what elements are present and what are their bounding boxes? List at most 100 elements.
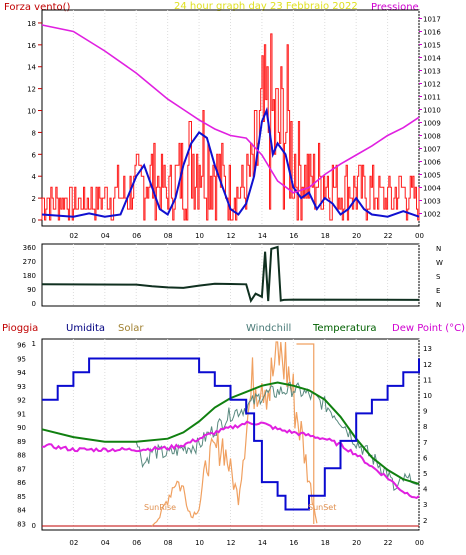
temp-x-tick-label: 00: [415, 539, 424, 547]
temperature-y-tick-label: 13: [423, 345, 432, 353]
sunrise-annotation: SunRise: [144, 503, 176, 512]
pressure-y-tick-label: 1007: [423, 146, 441, 154]
wind-x-tick-label: 10: [195, 232, 204, 240]
direction-compass-label: S: [436, 273, 441, 281]
humidity-y-tick-label: 91: [17, 410, 26, 418]
wind-x-tick-label: 14: [258, 232, 267, 240]
humidity-y-tick-label: 94: [17, 369, 26, 377]
temperature-y-tick-label: 5: [423, 470, 427, 478]
wind-y-tick-label: 0: [32, 217, 36, 225]
temperature-y-tick-label: 2: [423, 517, 427, 525]
direction-compass-label: E: [436, 287, 440, 295]
wind-x-tick-label: 06: [132, 232, 141, 240]
solar-line: [151, 341, 318, 527]
wind-y-tick-label: 16: [27, 42, 36, 50]
wind-axis-title: Forza vento(): [4, 2, 71, 13]
direction-series: [41, 245, 420, 304]
rain-y-tick-label: 0: [32, 522, 36, 530]
temp-x-tick-label: 12: [227, 539, 236, 547]
direction-y-tick-label: 180: [23, 272, 36, 280]
temperature-line: [41, 381, 420, 485]
humidity-y-tick-label: 85: [17, 493, 26, 501]
pressure-y-tick-label: 1005: [423, 172, 441, 180]
direction-compass-label: W: [436, 259, 443, 267]
temperature-y-tick-label: 6: [423, 454, 428, 462]
humidity-y-tick-label: 89: [17, 438, 26, 446]
legend-dewpoint: Dew Point (°C): [392, 323, 465, 334]
temp-x-tick-label: 06: [132, 539, 141, 547]
temp-x-tick-label: 16: [289, 539, 298, 547]
pressure-y-tick-label: 1014: [423, 55, 441, 63]
temp-x-tick-label: 18: [321, 539, 330, 547]
humidity-y-tick-label: 92: [17, 397, 26, 405]
pressure-y-tick-label: 1017: [423, 16, 441, 24]
sunset-annotation: SunSet: [308, 503, 336, 512]
wind-y-tick-label: 6: [32, 151, 37, 159]
pressure-y-tick-label: 1016: [423, 29, 441, 37]
pressure-y-tick-label: 1013: [423, 68, 441, 76]
legend-pioggia: Pioggia: [2, 323, 38, 334]
legend-umidita: Umidita: [66, 323, 105, 334]
temperature-y-tick-label: 8: [423, 423, 427, 431]
humidity-y-tick-label: 90: [17, 424, 26, 432]
legend-solar: Solar: [118, 323, 144, 334]
direction-compass-label: N: [436, 245, 441, 253]
humidity-y-tick-label: 87: [17, 465, 26, 473]
solar-max-bracket: [296, 343, 315, 524]
wind-x-tick-label: 18: [321, 232, 330, 240]
temperature-y-tick-label: 11: [423, 376, 432, 384]
wind-y-tick-label: 4: [32, 173, 37, 181]
wind-average-line: [41, 106, 420, 218]
temp-x-tick-label: 10: [195, 539, 204, 547]
direction-y-tick-label: 0: [32, 300, 36, 308]
wind-y-tick-label: 8: [32, 129, 36, 137]
direction-compass-label: N: [436, 301, 441, 309]
pressure-y-tick-label: 1006: [423, 159, 441, 167]
wind-y-tick-label: 12: [27, 86, 36, 94]
wind-x-tick-label: 04: [101, 232, 110, 240]
temperature-y-tick-label: 12: [423, 361, 432, 369]
legend-temperatura: Temperatura: [312, 323, 377, 334]
humidity-y-tick-label: 96: [17, 342, 26, 350]
wind-x-tick-label: 02: [69, 232, 78, 240]
pressure-y-tick-label: 1012: [423, 81, 441, 89]
pressure-y-tick-label: 1015: [423, 42, 441, 50]
wind-x-tick-label: 08: [164, 232, 173, 240]
chart-title: 24 hour graph day 23 Febbraio 2022: [174, 1, 358, 12]
wind-gust-line: [41, 33, 420, 221]
wind-series: [41, 24, 420, 221]
legend-windchill: Windchill: [246, 323, 291, 334]
humidity-y-tick-label: 95: [17, 355, 26, 363]
temp-x-tick-label: 04: [101, 539, 110, 547]
temp-x-tick-label: 14: [258, 539, 267, 547]
direction-y-tick-label: 270: [23, 258, 36, 266]
rain-y-tick-label: 1: [32, 340, 36, 348]
wind-y-tick-label: 14: [27, 64, 36, 72]
wind-x-tick-label: 00: [415, 232, 424, 240]
temp-x-tick-label: 08: [164, 539, 173, 547]
wind-y-tick-label: 10: [27, 108, 36, 116]
wind-y-tick-label: 18: [27, 20, 36, 28]
temperature-series: [41, 341, 420, 527]
tick-labels: 02 04 06 08 10 12 14 16 18 20 22 000246810121416181…: [17, 16, 443, 548]
temp-x-tick-label: 20: [352, 539, 361, 547]
pressure-y-tick-label: 1002: [423, 211, 441, 219]
temp-x-tick-label: 02: [69, 539, 78, 547]
wind-x-tick-label: 12: [227, 232, 236, 240]
humidity-y-tick-label: 88: [17, 452, 26, 460]
pressure-y-tick-label: 1003: [423, 198, 441, 206]
temp-x-tick-label: 22: [384, 539, 393, 547]
humidity-y-tick-label: 83: [17, 520, 26, 528]
wind-y-tick-label: 2: [32, 195, 36, 203]
humidity-line: [42, 357, 420, 511]
wind-x-tick-label: 22: [384, 232, 393, 240]
pressure-y-tick-label: 1008: [423, 133, 441, 141]
pressure-y-tick-label: 1009: [423, 120, 441, 128]
pressure-line: [41, 24, 420, 194]
temperature-y-tick-label: 9: [423, 408, 427, 416]
humidity-y-tick-label: 93: [17, 383, 26, 391]
temperature-y-tick-label: 3: [423, 501, 427, 509]
pressure-y-tick-label: 1011: [423, 94, 441, 102]
